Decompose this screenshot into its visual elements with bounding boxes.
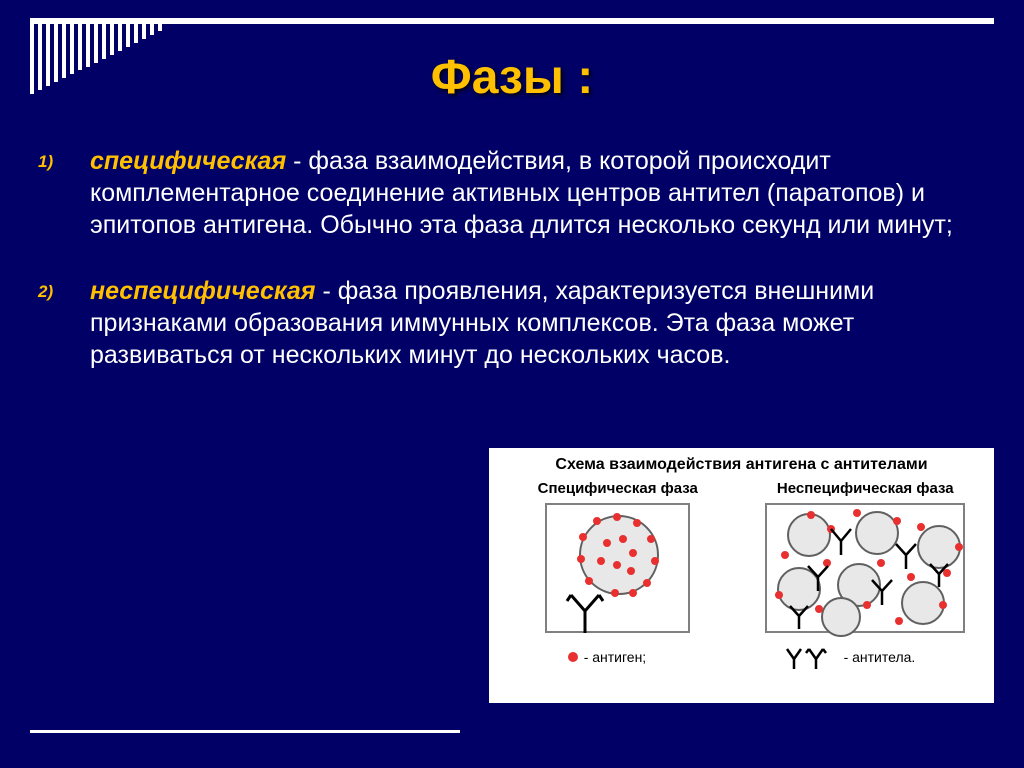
nonspecific-phase-panel (765, 503, 965, 633)
bottom-border (30, 730, 460, 733)
col-title: Специфическая фаза (499, 480, 737, 497)
diagram-title: Схема взаимодействия антигена с антитела… (499, 456, 984, 474)
diagram-col-nonspecific: Неспецифическая фаза (747, 480, 985, 641)
antigen-icon (568, 652, 578, 662)
list-item: неспецифическая - фаза проявления, харак… (28, 275, 984, 371)
diagram-col-specific: Специфическая фаза (499, 480, 737, 641)
diagram-panel: Схема взаимодействия антигена с антитела… (489, 448, 994, 703)
list-item: специфическая - фаза взаимодействия, в к… (28, 145, 984, 241)
specific-phase-panel (545, 503, 690, 633)
item-lead: неспецифическая (90, 277, 316, 305)
col-title: Неспецифическая фаза (747, 480, 985, 497)
antibody-icon (565, 587, 605, 633)
item-lead: специфическая (90, 147, 286, 175)
antibody-icon (784, 645, 838, 669)
slide-title: Фазы : (0, 50, 1024, 105)
legend-antibody: - антитела. (844, 649, 916, 665)
legend-antigen: - антиген; (584, 649, 647, 665)
diagram-legend: - антиген; - антитела. (499, 645, 984, 669)
body-content: специфическая - фаза взаимодействия, в к… (28, 145, 984, 405)
